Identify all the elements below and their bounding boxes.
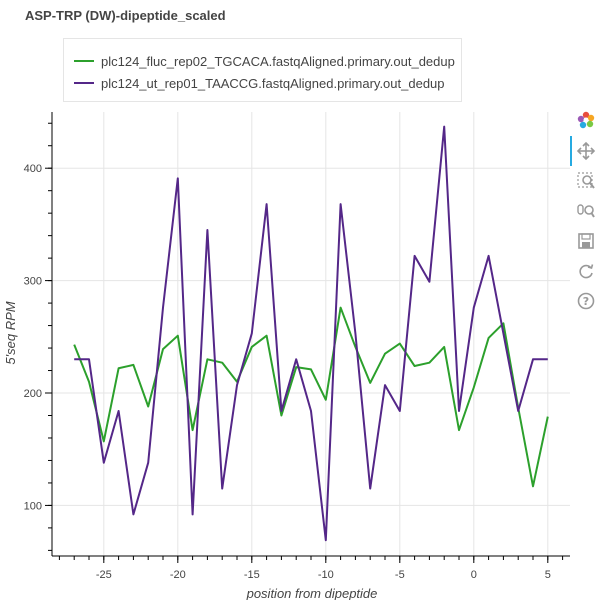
y-tick-label-3: 400 xyxy=(24,163,42,175)
series-lines xyxy=(73,125,549,542)
grid xyxy=(52,112,570,556)
reset-icon[interactable] xyxy=(576,261,596,281)
save-icon[interactable] xyxy=(576,231,596,251)
legend[interactable]: plc124_fluc_rep02_TGCACA.fastqAligned.pr… xyxy=(63,38,462,102)
box-zoom-icon[interactable] xyxy=(576,171,596,191)
legend-item-series-1[interactable]: plc124_fluc_rep02_TGCACA.fastqAligned.pr… xyxy=(74,52,455,70)
help-icon[interactable]: ? xyxy=(576,291,596,311)
x-tick-label-6: 5 xyxy=(545,569,551,581)
chart-title: ASP-TRP (DW)-dipeptide_scaled xyxy=(25,8,226,23)
x-tick-label-5: 0 xyxy=(471,569,477,581)
x-tick-label-0: -25 xyxy=(96,569,112,581)
y-axis-label: 5'seq RPM xyxy=(3,301,18,364)
x-tick-label-1: -20 xyxy=(170,569,186,581)
y-tick-label-1: 200 xyxy=(24,388,42,400)
y-tick-label-0: 100 xyxy=(24,500,42,512)
toolbar: ? xyxy=(570,108,600,318)
x-tick-label-3: -10 xyxy=(318,569,334,581)
wheel-zoom-icon[interactable] xyxy=(576,201,596,221)
legend-label-series-2: plc124_ut_rep01_TAACCG.fastqAligned.prim… xyxy=(101,75,445,91)
legend-swatch-series-2 xyxy=(74,82,94,84)
y-tick-label-2: 300 xyxy=(24,276,42,288)
x-tick-label-4: -5 xyxy=(395,569,405,581)
legend-label-series-1: plc124_fluc_rep02_TGCACA.fastqAligned.pr… xyxy=(101,53,455,69)
svg-text:?: ? xyxy=(583,295,589,308)
series-line-2 xyxy=(74,125,548,542)
pan-icon[interactable] xyxy=(576,141,596,161)
legend-swatch-series-1 xyxy=(74,60,94,62)
axes: -25 -20 -15 -10 -5 0 5 100 200 300 400 xyxy=(24,112,570,581)
x-axis-label: position from dipeptide xyxy=(246,586,378,600)
x-tick-label-2: -15 xyxy=(244,569,260,581)
series-line-1 xyxy=(73,306,549,488)
bokeh-logo-icon[interactable] xyxy=(576,110,596,130)
active-tool-indicator xyxy=(570,136,572,166)
legend-item-series-2[interactable]: plc124_ut_rep01_TAACCG.fastqAligned.prim… xyxy=(74,74,445,92)
